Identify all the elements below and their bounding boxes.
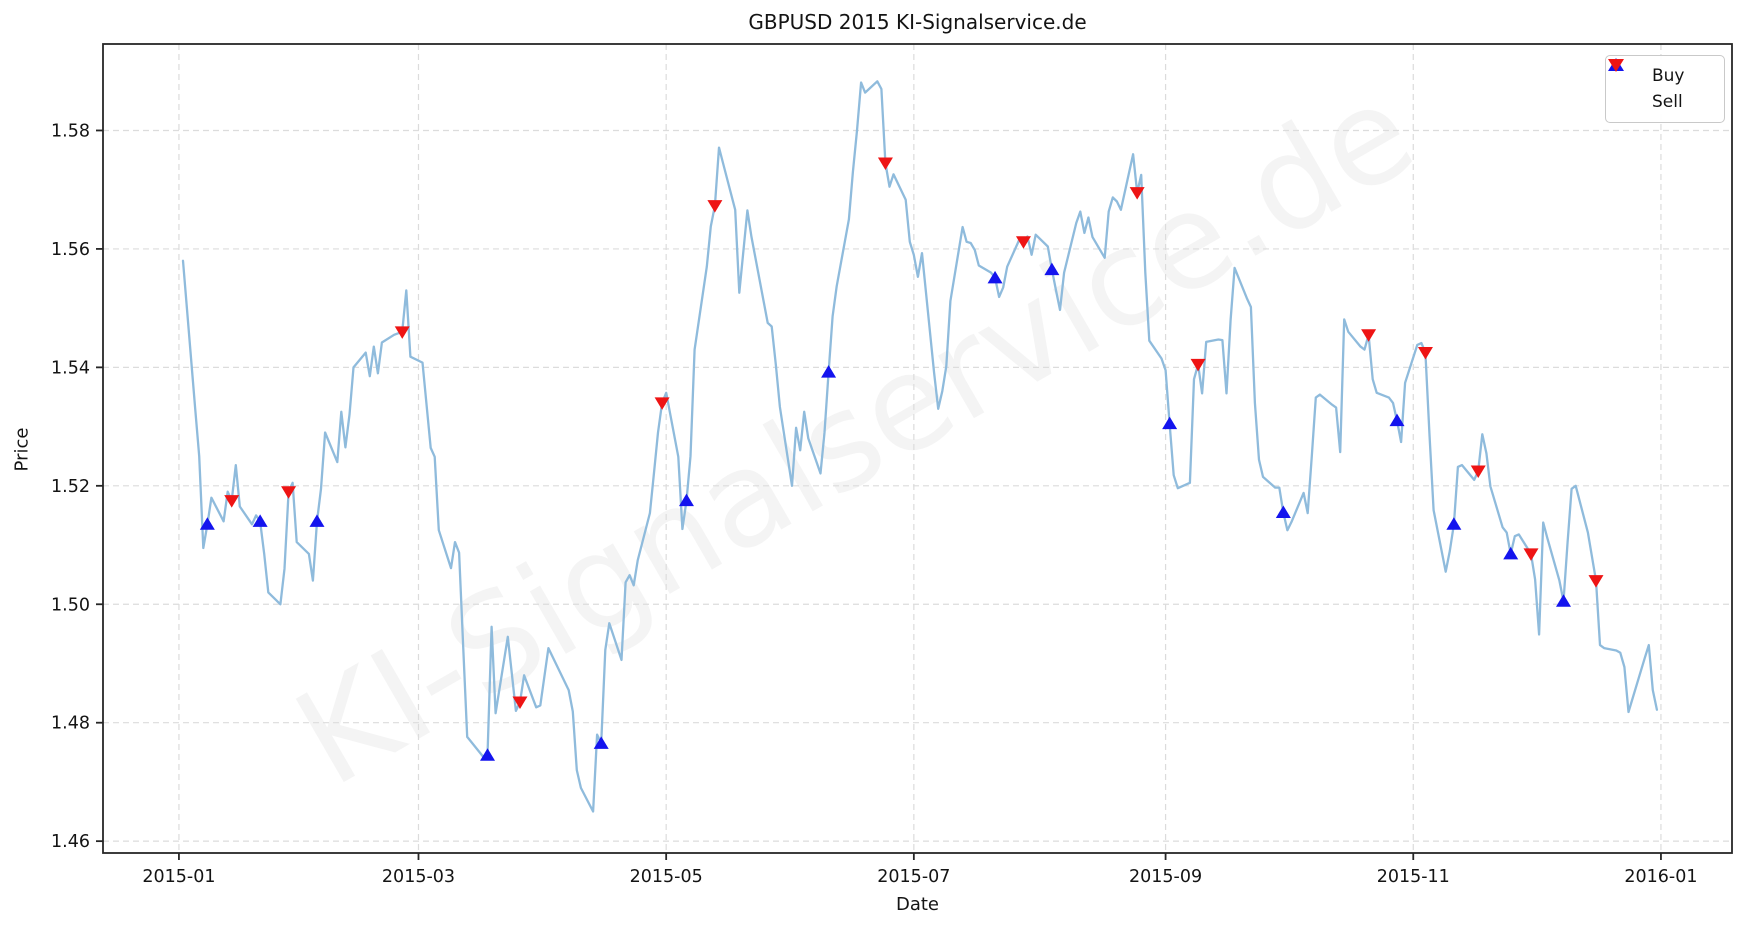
buy-marker	[678, 493, 694, 507]
buy-marker	[1446, 517, 1462, 530]
plot-border	[102, 43, 1733, 854]
sell-marker	[281, 486, 297, 499]
sell-marker	[394, 326, 410, 339]
y-tick-label: 1.56	[51, 240, 90, 260]
buy-marker	[480, 748, 496, 761]
buy-marker	[309, 514, 325, 527]
buy-marker	[1044, 262, 1060, 276]
x-tick-label: 2015-01	[142, 867, 215, 887]
buy-marker	[199, 517, 215, 530]
sell-marker	[224, 495, 240, 508]
buy-marker	[1503, 546, 1519, 560]
buy-marker	[987, 270, 1003, 284]
sell-marker	[877, 157, 893, 171]
buy-marker	[1162, 416, 1178, 430]
sell-marker	[1588, 575, 1604, 588]
buy-marker	[1389, 413, 1405, 427]
legend-label-sell: Sell	[1652, 92, 1683, 112]
legend-box: Buy Sell	[1605, 55, 1725, 123]
x-tick-label: 2015-03	[382, 867, 455, 887]
sell-marker	[654, 397, 670, 410]
y-tick-label: 1.48	[51, 714, 90, 734]
y-tick-label: 1.46	[51, 832, 90, 852]
y-tick-label: 1.54	[51, 358, 90, 378]
y-tick-label: 1.50	[51, 595, 90, 615]
buy-marker	[1275, 505, 1291, 518]
sell-marker	[1190, 358, 1206, 372]
x-tick-label: 2015-09	[1129, 867, 1202, 887]
legend-row-sell: Sell	[1606, 59, 1724, 115]
sell-marker	[1523, 548, 1539, 561]
x-axis-label: Date	[895, 894, 940, 915]
sell-marker	[1129, 187, 1145, 200]
sell-marker	[707, 200, 723, 213]
buy-marker	[1555, 594, 1571, 607]
sell-marker	[1361, 329, 1377, 342]
x-tick-label: 2015-05	[630, 867, 703, 887]
x-tick-label: 2015-11	[1377, 867, 1450, 887]
y-tick-label: 1.52	[51, 477, 90, 497]
y-tick-label: 1.58	[51, 121, 90, 141]
x-tick-label: 2016-01	[1624, 867, 1697, 887]
sell-marker	[1015, 236, 1031, 249]
price-line	[181, 80, 1659, 813]
chart-title: GBPUSD 2015 KI-Signalservice.de	[748, 10, 1087, 34]
sell-marker	[1470, 465, 1486, 479]
sell-marker	[1417, 347, 1433, 360]
buy-marker	[821, 365, 837, 378]
legend-label-buy: Buy	[1652, 66, 1685, 86]
buy-marker	[593, 736, 609, 749]
buy-marker	[252, 514, 268, 527]
sell-marker	[512, 696, 528, 709]
x-tick-label: 2015-07	[877, 867, 950, 887]
